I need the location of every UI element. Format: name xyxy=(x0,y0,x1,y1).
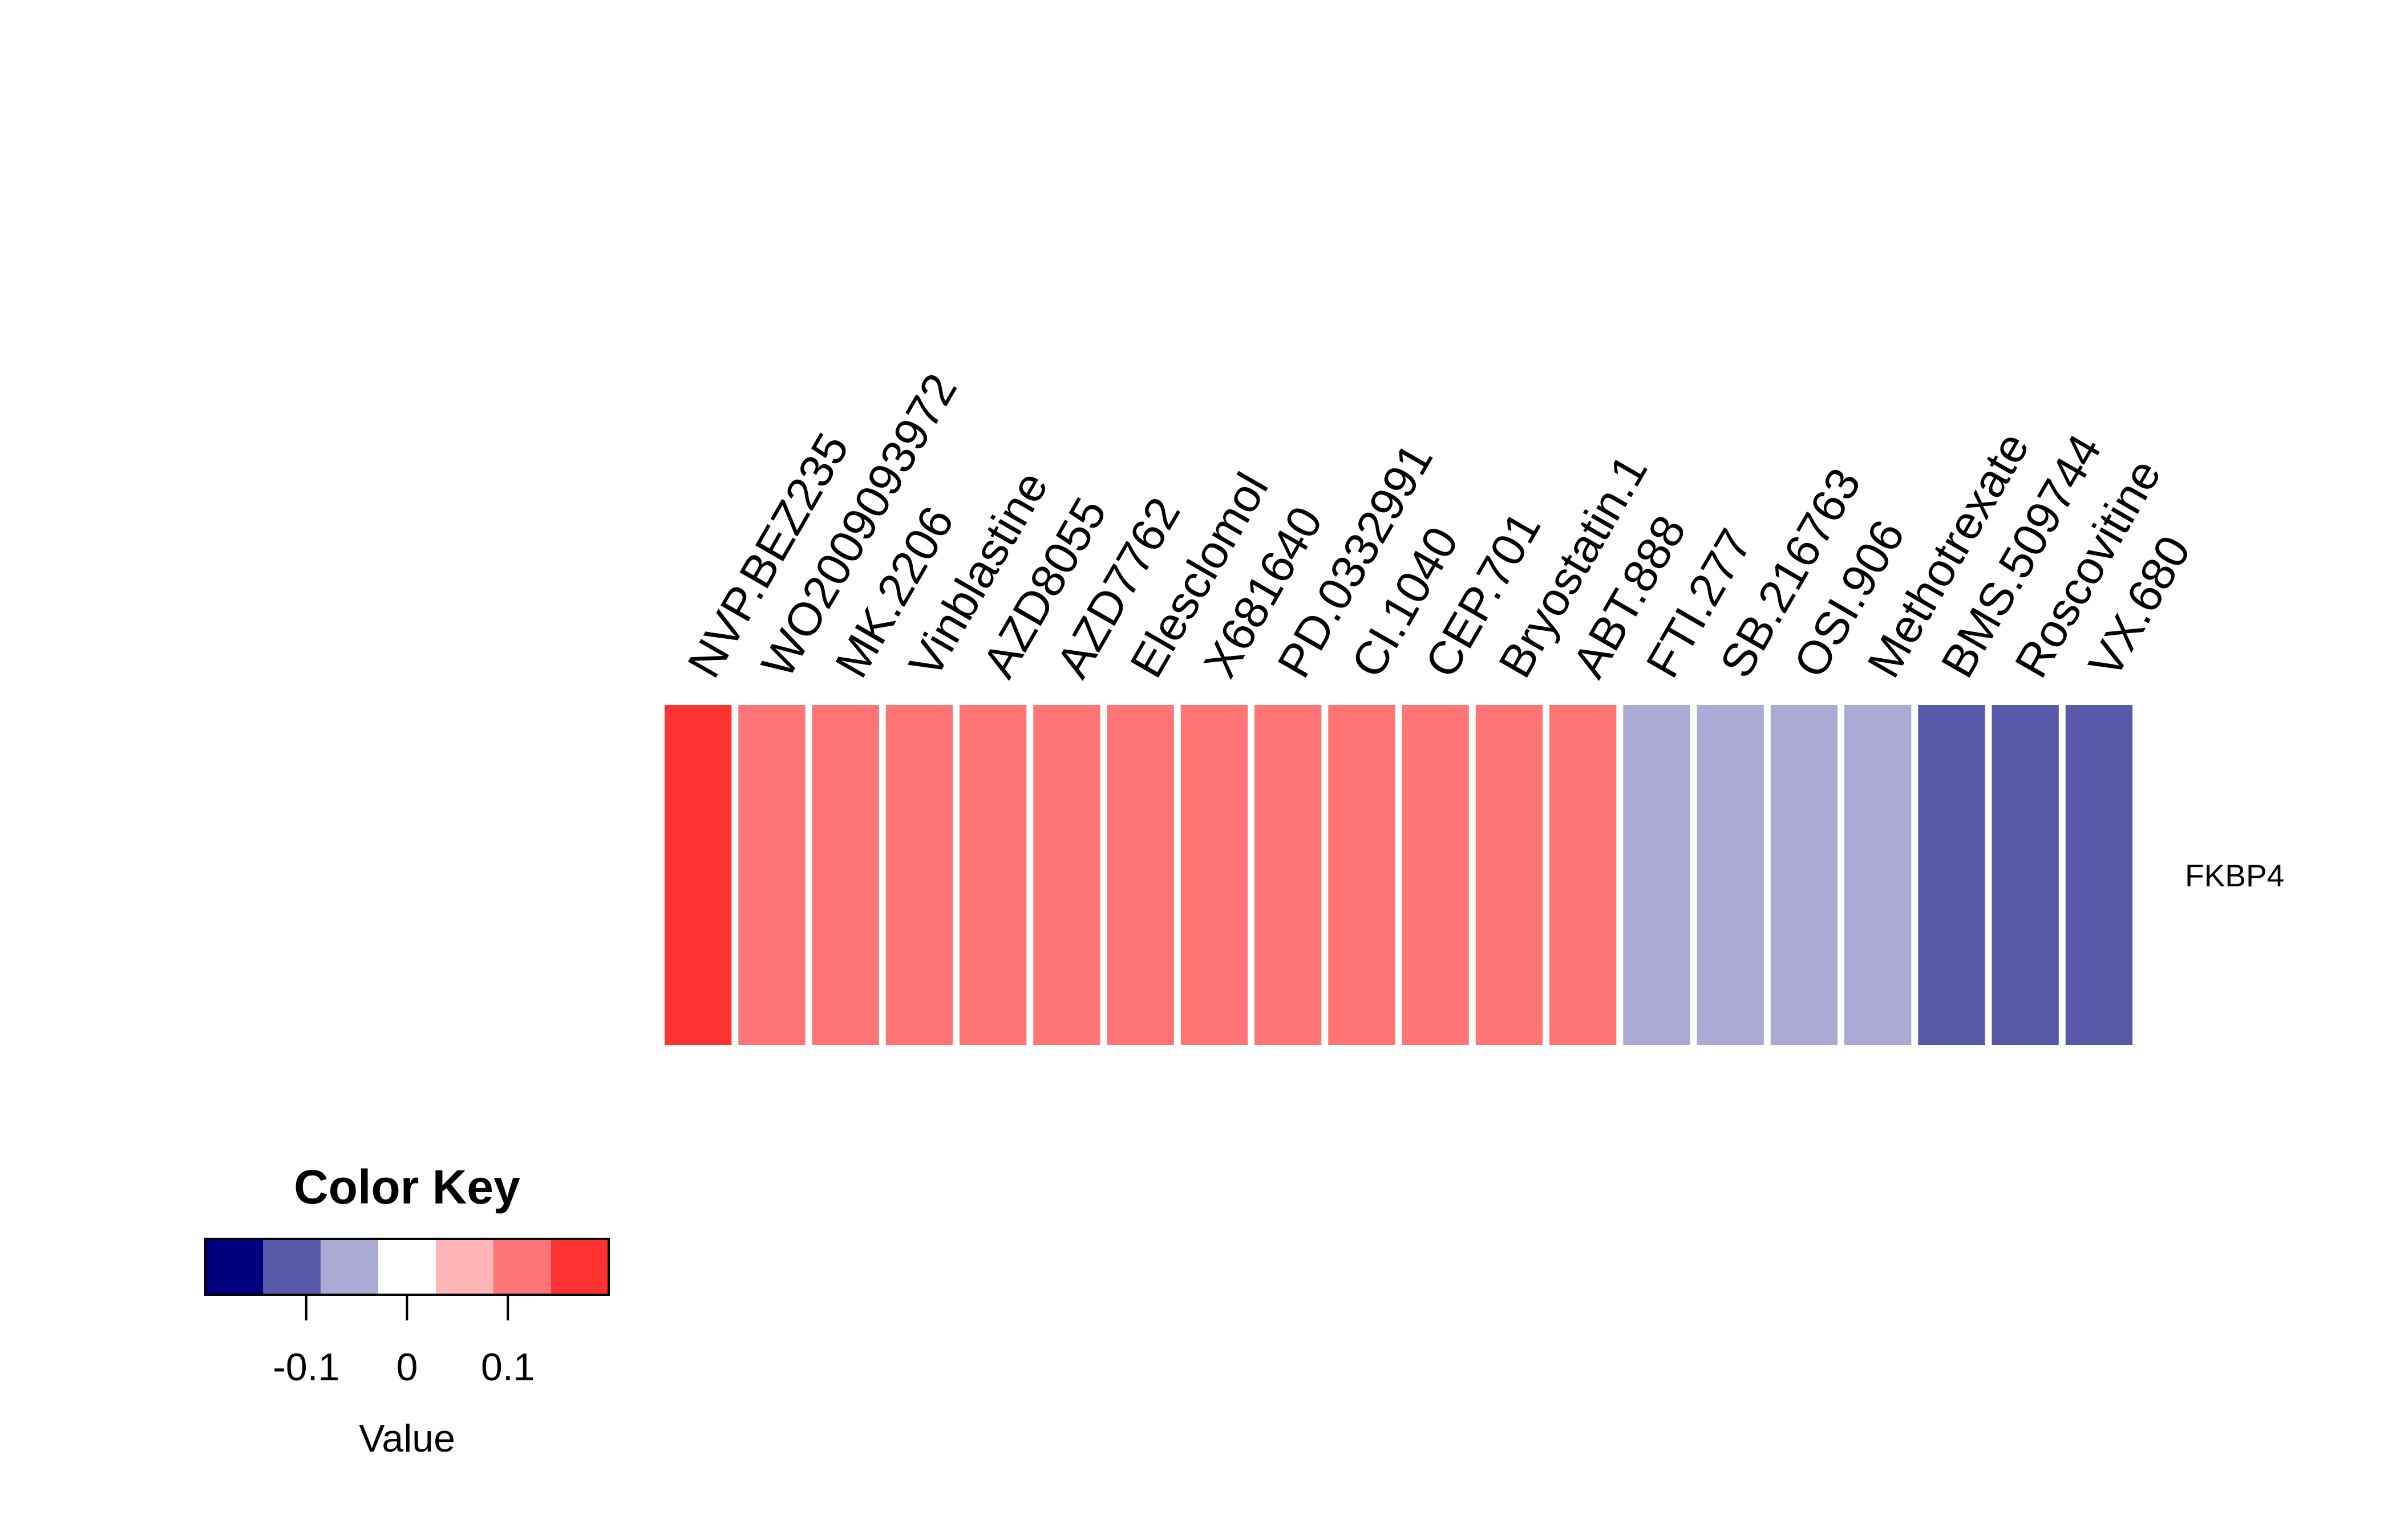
color-key-axis-label: Value xyxy=(359,1417,455,1460)
color-key-ticks: -0.1 0 0.1 xyxy=(273,1295,535,1389)
row-label: FKBP4 xyxy=(2185,858,2284,893)
color-key-swatches xyxy=(205,1239,609,1295)
heatmap-cell xyxy=(1475,705,1543,1045)
heatmap-cell xyxy=(1992,705,2059,1045)
color-key-swatch xyxy=(551,1239,609,1295)
heatmap-cell xyxy=(1254,705,1322,1045)
heatmap-cell xyxy=(812,705,879,1045)
color-key-swatch xyxy=(205,1239,264,1295)
color-key: Color Key -0.1 0 0.1 Value xyxy=(204,1160,610,1460)
heatmap-cell xyxy=(1107,705,1174,1045)
heatmap-cell xyxy=(1623,705,1690,1045)
heatmap-cell xyxy=(1549,705,1617,1045)
heatmap-cell xyxy=(1402,705,1469,1045)
color-key-swatch xyxy=(493,1239,552,1295)
heatmap-cell xyxy=(1033,705,1100,1045)
color-key-tick-label: 0 xyxy=(396,1346,418,1389)
color-key-swatch xyxy=(263,1239,321,1295)
color-key-title: Color Key xyxy=(294,1160,520,1214)
heatmap-cell xyxy=(1918,705,1985,1045)
heatmap-cell xyxy=(2065,705,2133,1045)
color-key-swatch xyxy=(436,1239,494,1295)
heatmap-cell xyxy=(885,705,953,1045)
color-key-swatch xyxy=(378,1239,436,1295)
color-key-tick-label: 0.1 xyxy=(481,1346,535,1389)
heatmap-cells xyxy=(665,705,2133,1045)
color-key-swatch xyxy=(321,1239,379,1295)
heatmap-cell xyxy=(1844,705,1912,1045)
heatmap-cell xyxy=(1180,705,1248,1045)
heatmap-cell xyxy=(1328,705,1395,1045)
heatmap-cell xyxy=(738,705,806,1045)
heatmap-cell xyxy=(1697,705,1764,1045)
column-labels: NVP.BEZ235WO2009093972MK.2206Vinblastine… xyxy=(678,365,2200,686)
heatmap-cell xyxy=(1770,705,1838,1045)
row-labels: FKBP4 xyxy=(2185,858,2284,893)
heatmap-cell xyxy=(665,705,732,1045)
heatmap-cell xyxy=(960,705,1027,1045)
color-key-tick-label: -0.1 xyxy=(273,1346,339,1389)
